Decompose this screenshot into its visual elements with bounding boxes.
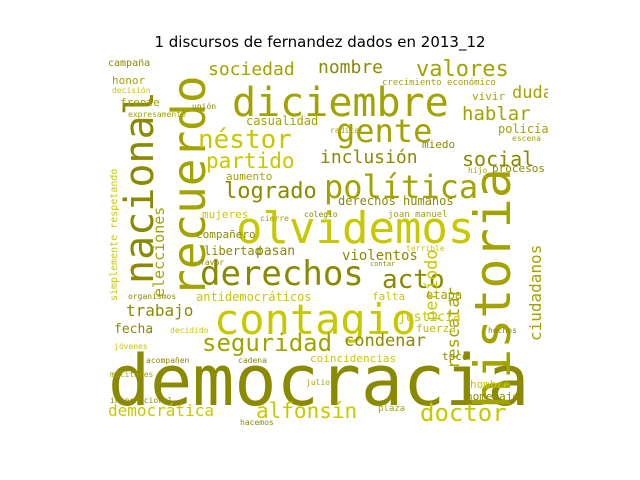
word-diciembre: diciembre [232,80,449,126]
word-mujeres: mujeres [202,208,249,221]
word-contagio: contagio [214,295,417,344]
word-politica: política [324,168,479,206]
word-union: unión [192,102,217,111]
word-jovenes: jóvenes [114,342,148,351]
word-aumento: aumento [226,170,273,183]
word-crecimiento-economico: crecimiento económico [382,78,496,88]
word-nombre: nombre [318,59,384,78]
word-organismos: organismos [128,292,177,301]
word-gente: gente [336,112,433,150]
word-hijo: hijo [468,166,488,175]
word-julio: julio [306,378,331,387]
word-democracia: democracia [108,340,530,422]
word-derechos-humanos: derechos humanos [338,194,454,208]
word-olvidemos: olvidemos [236,203,475,254]
word-hablar: hablar [462,103,531,125]
word-internacional: internacional [110,396,173,405]
word-policia: policía [498,122,548,136]
word-colegio: colegio [304,210,338,219]
word-miedo: miedo [422,138,456,151]
word-alfonsin: alfonsín [256,399,358,423]
word-terrible: terrible [406,244,445,253]
word-casualidad: casualidad [246,114,319,128]
word-favor: favor [200,258,225,267]
word-pasan: pasan [256,244,296,259]
figure-title: 1 discursos de fernandez dados en 2013_1… [154,33,486,51]
word-cadena: cadena [238,356,267,365]
word-elecciones: elecciones [150,206,168,297]
word-joan-manuel: joan manuel [388,210,448,220]
word-inclusion: inclusión [320,147,418,168]
word-duda: duda [512,83,548,103]
word-seguridad: seguridad [202,329,333,357]
word-vivir: vivir [472,90,506,103]
word-coincidencias: coincidencias [310,352,397,365]
word-cierre: cierre [260,214,289,223]
word-companero: compañero [196,228,256,241]
word-militares: militares [110,370,154,379]
word-justicia: justicia [398,310,461,325]
word-simplemente-respetando: simplemente respetando [109,168,120,301]
word-falta: falta [372,290,406,303]
word-decision: decisión [112,86,151,95]
word-valores: valores [416,59,509,82]
word-social: social [462,147,535,171]
word-condenar: condenar [344,331,426,351]
word-contar: contar [370,260,396,268]
word-plaza: plaza [378,404,406,414]
word-ciudadanos: ciudadanos [526,244,545,341]
word-violentos: violentos [342,248,418,264]
word-fecha: fecha [114,322,154,337]
word-procesos: procesos [492,162,545,175]
word-acompanen: acompañen [146,356,190,365]
word-toco: tocó [442,350,469,363]
word-hacemos: hacemos [240,418,274,427]
word-libertad: libertad [204,244,262,258]
word-campana: campaña [108,59,151,69]
word-cloud: democracia olvidemos historia recuerdo n… [106,59,548,431]
word-doctor: doctor [420,399,507,427]
word-hechos: hechos [488,326,517,335]
word-etapa: etapa [426,288,463,302]
word-frente: frente [120,96,160,109]
word-hombre: hombre [470,378,510,391]
word-acto: acto [382,265,445,295]
word-fuerza: fuerza [416,322,456,335]
word-escena: escena [512,134,541,143]
word-antidemocraticos: antidemocráticos [196,290,312,304]
word-honor: honor [112,74,146,87]
word-democratica: democrática [108,401,214,420]
word-expresamente: expresamente [128,110,186,119]
word-homenaje: homenaje [466,390,519,403]
word-sociedad: sociedad [208,59,295,80]
word-derechos: derechos [200,254,364,294]
word-trabajo: trabajo [126,301,194,320]
word-radical: radical [330,126,364,135]
word-logrado: logrado [224,179,317,204]
word-nestor: néstor [198,125,292,155]
word-partido: partido [206,149,295,173]
word-decidido: decidido [170,326,209,335]
